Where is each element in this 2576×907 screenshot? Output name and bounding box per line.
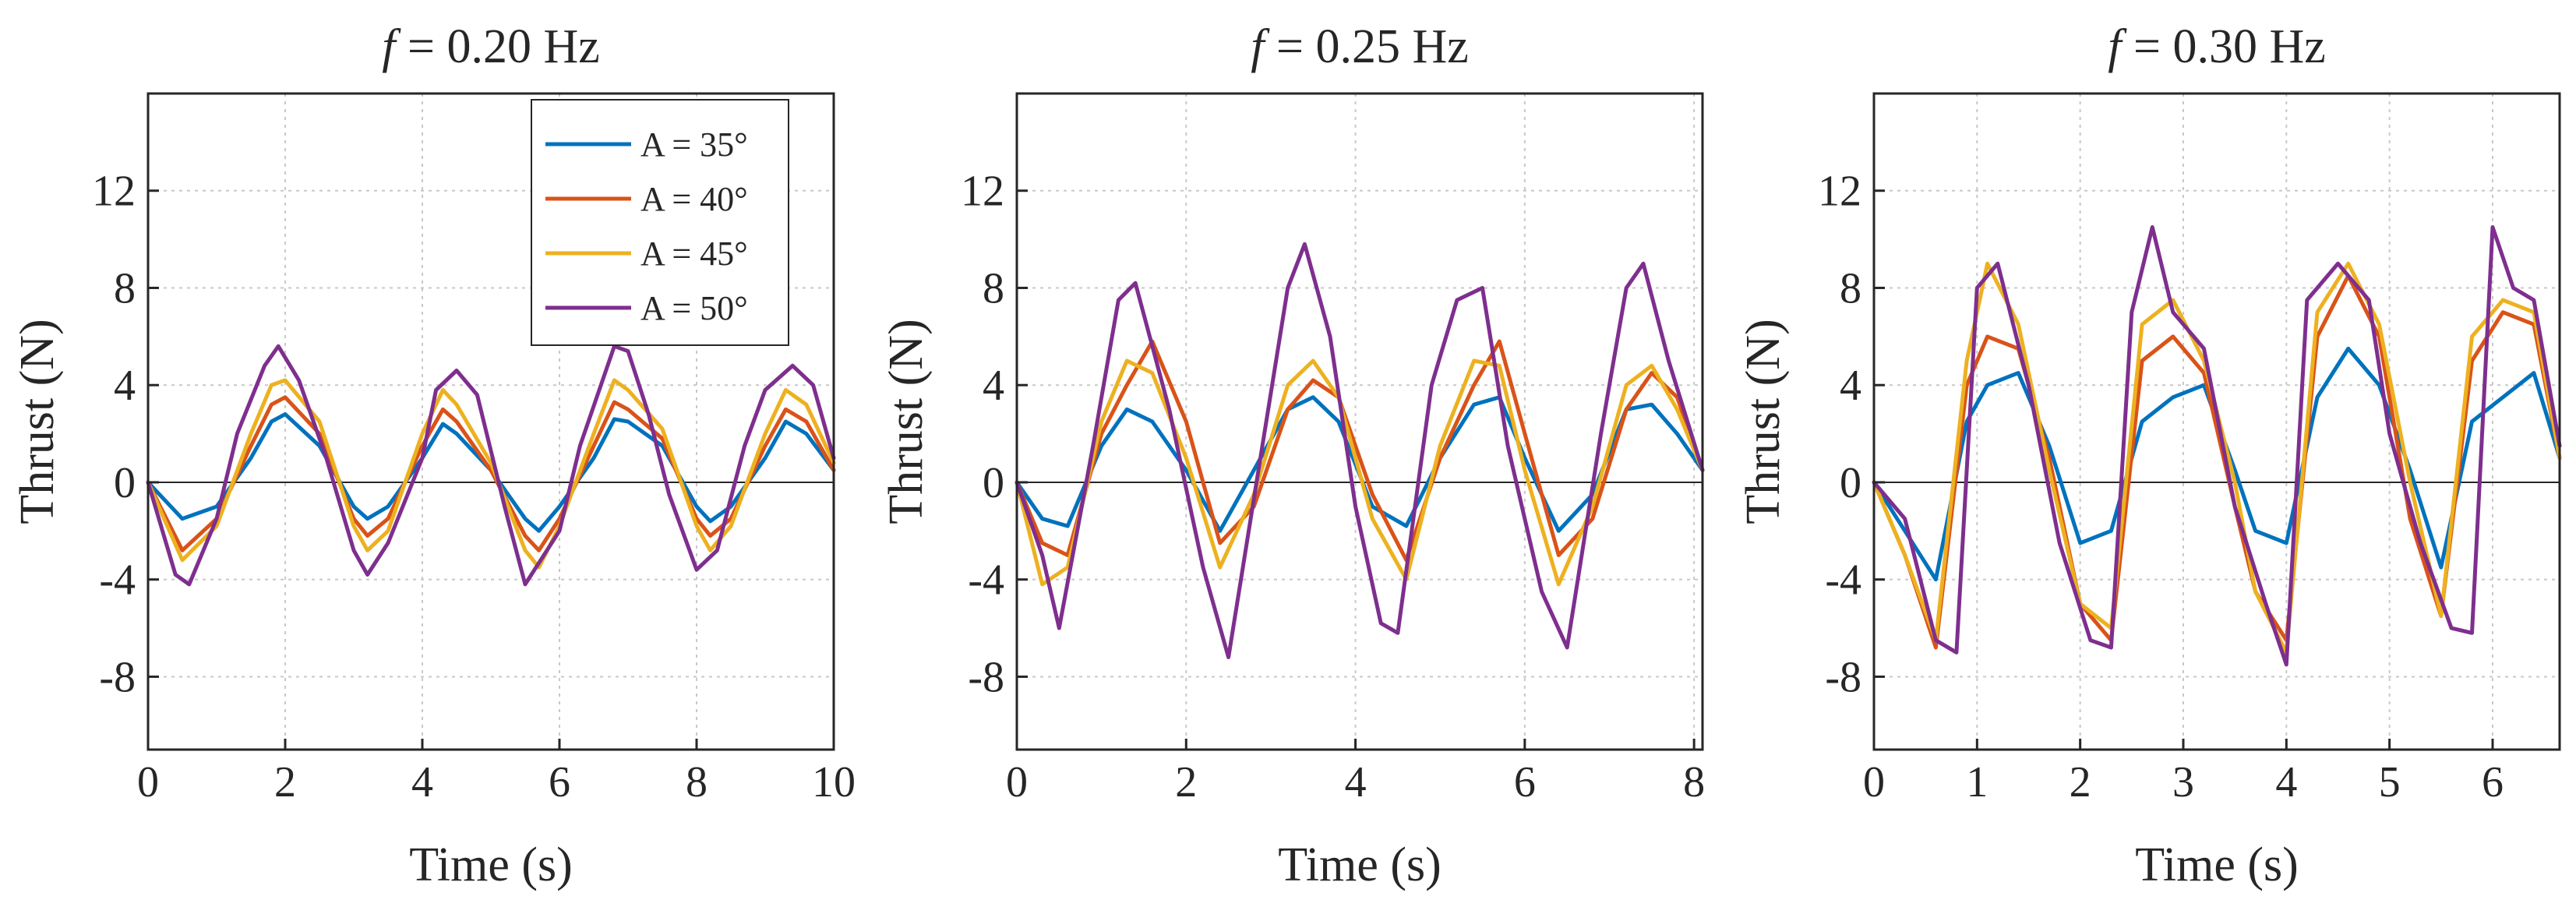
panel-2-x-tick-label: 2 [1175, 758, 1197, 806]
panel-3-x-ticks: 0 1 2 3 4 5 6 [1863, 739, 2504, 806]
panel-1-series-1 [146, 412, 836, 533]
panel-1-title: f = 0.20 Hz [382, 20, 600, 73]
panel-2-y-tick-label: 4 [983, 362, 1004, 410]
panel-1-x-ticks: 0 2 4 6 8 10 [137, 739, 856, 806]
panel-1-series-4 [146, 344, 836, 587]
panel-2-series [1015, 242, 1705, 659]
panel-1-x-tick-label: 6 [549, 758, 570, 806]
panel-1-x-tick-label: 10 [812, 758, 856, 806]
panel-2-y-tick-label: 8 [983, 264, 1004, 312]
panel-2-x-tick-label: 6 [1514, 758, 1536, 806]
panel-3-y-tick-label: 0 [1840, 459, 1861, 507]
legend-label-3: A = 45° [640, 235, 748, 273]
panel-3-series-4 [1872, 225, 2562, 667]
legend-label-2: A = 40° [640, 180, 748, 218]
panel-2-xlabel: Time (s) [1278, 838, 1442, 891]
panel-2-ylabel: Thrust (N) [880, 319, 933, 524]
panel-2-series-3 [1015, 358, 1705, 587]
panel-3-x-tick-label: 0 [1863, 758, 1885, 806]
panel-1-series [146, 344, 836, 587]
panel-3-axes-box [1872, 92, 2561, 751]
panel-3-x-tick-label: 4 [2275, 758, 2297, 806]
legend-label-4: A = 50° [640, 289, 748, 327]
panel-1-ylabel: Thrust (N) [11, 319, 64, 524]
panel-3-y-ticks: -8 -4 0 4 8 12 [1818, 168, 1885, 701]
panel-2-x-tick-label: 8 [1683, 758, 1705, 806]
panel-2-y-tick-label: 12 [961, 168, 1004, 216]
panel-3-ylabel: Thrust (N) [1737, 319, 1790, 524]
panel-3-y-tick-label: 4 [1840, 362, 1861, 410]
legend: A = 35° A = 40° A = 45° A = 50° [531, 99, 789, 346]
panel-3-x-tick-label: 1 [1966, 758, 1988, 806]
panel-1-y-ticks: -8 -4 0 4 8 12 [92, 168, 159, 701]
panel-1-axes-box [146, 92, 835, 751]
panel-1-y-tick-label: 12 [92, 168, 136, 216]
panel-2-series-4 [1015, 242, 1705, 659]
legend-box [531, 99, 789, 346]
panel-2-axes-box [1015, 92, 1704, 751]
panel-3-y-tick-label: -8 [1825, 653, 1861, 701]
panel-1-x-tick-label: 4 [411, 758, 433, 806]
panel-3-xlabel: Time (s) [2135, 838, 2299, 891]
panel-3-y-tick-label: 8 [1840, 264, 1861, 312]
panel-1-y-tick-label: 4 [114, 362, 136, 410]
panel-3-x-tick-label: 2 [2070, 758, 2091, 806]
panel-3-x-tick-label: 6 [2482, 758, 2504, 806]
panel-1-x-tick-label: 2 [274, 758, 296, 806]
panel-1-x-tick-label: 0 [137, 758, 159, 806]
panel-2-y-tick-label: -8 [968, 653, 1004, 701]
panel-3-y-tick-label: 12 [1818, 168, 1861, 216]
panel-1-y-tick-label: -8 [99, 653, 136, 701]
panel-3-series [1872, 225, 2562, 667]
panel-2-y-ticks: -8 -4 0 4 8 12 [961, 168, 1028, 701]
panel-3-y-tick-label: -4 [1825, 556, 1861, 605]
panel-2-x-ticks: 0 2 4 6 8 [1006, 739, 1705, 806]
panel-2-x-tick-label: 4 [1345, 758, 1367, 806]
panel-3-x-tick-label: 3 [2172, 758, 2194, 806]
panel-1-x-tick-label: 8 [686, 758, 708, 806]
panel-2-series-1 [1015, 395, 1705, 533]
panel-1-y-tick-label: -4 [99, 556, 136, 605]
panel-3-title: f = 0.30 Hz [2108, 20, 2326, 73]
panel-2-y-tick-label: 0 [983, 459, 1004, 507]
panel-1-y-tick-label: 0 [114, 459, 136, 507]
panel-2: f = 0.25 Hz 0 2 4 6 8 -8 -4 0 4 8 12 Time (s) Thr… [880, 20, 1705, 891]
panel-1-y-tick-label: 8 [114, 264, 136, 312]
legend-label-1: A = 35° [640, 125, 748, 164]
panel-1: f = 0.20 Hz 0 2 4 6 8 10 -8 -4 0 4 8 12 Time (s) T… [11, 20, 856, 891]
panel-2-title: f = 0.25 Hz [1251, 20, 1469, 73]
panel-2-y-tick-label: -4 [968, 556, 1004, 605]
panel-1-xlabel: Time (s) [409, 838, 573, 891]
panel-2-series-2 [1015, 339, 1705, 563]
panel-3-x-tick-label: 5 [2379, 758, 2401, 806]
panel-2-x-tick-label: 0 [1006, 758, 1028, 806]
